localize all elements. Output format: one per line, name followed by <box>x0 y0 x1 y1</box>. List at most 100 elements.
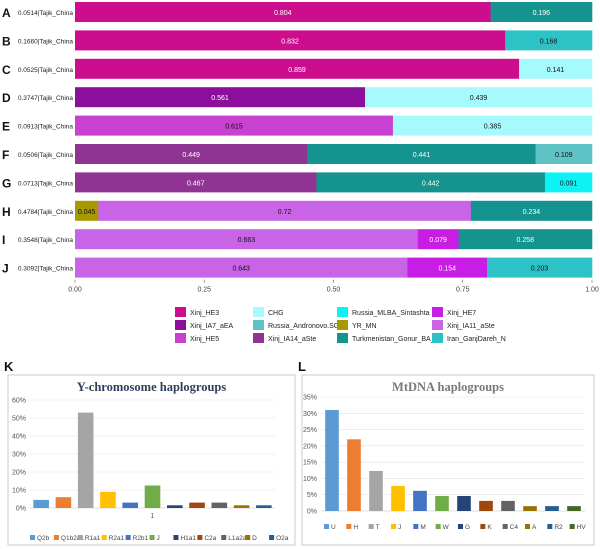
legend-label: K <box>487 524 492 531</box>
bar-segment-C-0 <box>75 58 520 79</box>
segment-label-F-0: 0.449 <box>182 152 200 159</box>
legend-swatch-Xinj_HE5 <box>175 333 186 343</box>
legend-swatch-CHG <box>253 307 264 317</box>
legend-label: H1a1 <box>180 535 196 542</box>
legend-label: Xinj_IA7_aEA <box>190 323 234 330</box>
y-tick-label: 15% <box>303 460 317 467</box>
bar-segment-B-0 <box>75 30 506 51</box>
bar-segment-E-0 <box>75 115 394 136</box>
row-label-D: 0.3747|Tajik_China <box>18 95 74 102</box>
legend-label: Xinj_HE7 <box>447 310 476 317</box>
admixture-legend: Xinj_HE3 CHG Russia_MLBA_Sintashta Xinj_HE7… <box>175 307 506 343</box>
legend-label: Russia_Andronovo.SG <box>268 323 339 330</box>
legend-label: Xinj_IA14_aSte <box>268 336 316 343</box>
legend-label: R2a1 <box>109 535 125 542</box>
bar-segment-G-1 <box>316 172 546 193</box>
legend-label: Q2b <box>37 535 50 542</box>
segment-label-H-0: 0.045 <box>78 209 96 216</box>
bar-segment-G-2 <box>544 172 593 193</box>
legend-swatch-G <box>458 524 463 529</box>
legend-swatch-T <box>368 524 374 529</box>
y-tick-label: 30% <box>12 452 26 459</box>
segment-label-E-0: 0.615 <box>225 124 243 131</box>
segment-label-J-1: 0.154 <box>438 266 456 273</box>
bar-G <box>457 496 471 511</box>
legend-label: M <box>420 524 425 531</box>
y-tick-label: 40% <box>12 434 26 441</box>
bar-O2a <box>256 505 272 508</box>
legend-label: Xinj_IA11_aSte <box>447 323 495 330</box>
legend-label: YR_MN <box>352 323 377 330</box>
legend-label: R2b1 <box>133 535 149 542</box>
chart-title: Y-chromosome haplogroups <box>77 380 227 394</box>
row-label-E: 0.0913|Tajik_China <box>18 124 74 131</box>
legend-swatch-Xinj_IA7_aEA <box>175 320 186 330</box>
row-letter-E: E <box>2 120 10 134</box>
bar-K <box>479 500 493 511</box>
segment-label-D-1: 0.439 <box>470 95 488 102</box>
legend-swatch-C2a <box>197 535 203 540</box>
legend-label: Turkmenistan_Gonur_BA_2 <box>352 336 439 343</box>
mtdna-bar-chart: L MtDNA haplogroups 0% 5% 10% 15% 20% 25% 30% 35%… <box>298 359 595 546</box>
bar-segment-H-0 <box>75 200 99 221</box>
bar-segment-B-1 <box>505 30 593 51</box>
row-label-F: 0.0506|Tajik_China <box>18 152 74 159</box>
bar-segment-I-1 <box>417 229 459 250</box>
row-label-G: 0.0713|Tajik_China <box>18 180 74 187</box>
segment-label-G-1: 0.442 <box>422 180 440 187</box>
bar-R2 <box>545 506 559 511</box>
legend-label: J <box>398 524 401 531</box>
bar-C4 <box>501 500 515 511</box>
bar-J <box>391 485 405 511</box>
legend-swatch-Xinj_HE7 <box>432 307 443 317</box>
admixture-stacked-bar-chart: A 0.0514|Tajik_China 0.804 0.196 B 0.1660|Taj… <box>2 2 599 294</box>
legend-swatch-Xinj_IA14_aSte <box>253 333 264 343</box>
row-letter-H: H <box>2 205 11 219</box>
legend-swatch-HV <box>569 524 575 529</box>
legend-swatch-O2a <box>269 535 275 540</box>
row-letter-B: B <box>2 34 11 48</box>
bar-segment-H-2 <box>470 200 593 221</box>
y-tick-label: 30% <box>303 411 317 418</box>
legend-swatch-R2b1 <box>125 535 131 540</box>
x-tick-label: 1 <box>151 513 155 520</box>
row-label-B: 0.1660|Tajik_China <box>18 38 74 45</box>
segment-label-A-0: 0.804 <box>274 10 292 17</box>
row-label-C: 0.0525|Tajik_China <box>18 67 74 74</box>
y-tick-label: 20% <box>303 443 317 450</box>
legend-swatch-L1a2a <box>221 535 227 540</box>
bar-segment-C-1 <box>519 58 593 79</box>
legend-swatch-U <box>324 524 329 529</box>
segment-label-B-1: 0.168 <box>540 38 558 45</box>
y-tick-label: 0% <box>307 509 317 516</box>
bar-H <box>347 439 361 511</box>
legend-swatch-R1a1 <box>77 535 83 540</box>
bar-C2a <box>189 502 205 508</box>
segment-label-J-2: 0.203 <box>531 266 549 273</box>
legend-label: G <box>465 524 470 531</box>
bar-T <box>369 470 383 511</box>
bar-segment-J-1 <box>407 257 488 278</box>
bar-R2b1 <box>122 502 139 508</box>
row-letter-A: A <box>2 6 11 20</box>
legend-swatch-K <box>480 524 486 529</box>
x-tick-label: 1.00 <box>585 287 599 294</box>
segment-label-H-2: 0.234 <box>523 209 541 216</box>
legend-label: A <box>532 524 537 531</box>
bar-segment-I-2 <box>458 229 593 250</box>
row-letter-J: J <box>2 262 9 276</box>
legend-label: D <box>252 535 257 542</box>
row-label-I: 0.3548|Tajik_China <box>18 237 74 244</box>
y-tick-label: 25% <box>303 427 317 434</box>
legend-label: Q1b2a1 <box>61 535 85 542</box>
x-tick-label: 0.50 <box>327 287 341 294</box>
segment-label-D-0: 0.561 <box>211 95 229 102</box>
segment-label-I-0: 0.663 <box>238 237 256 244</box>
bar-H1a1 <box>166 505 183 508</box>
segment-label-E-1: 0.385 <box>484 124 502 131</box>
legend-swatch-R2a1 <box>101 535 107 540</box>
chart-title: MtDNA haplogroups <box>392 380 504 394</box>
legend-swatch-Q1b2a1 <box>53 535 59 540</box>
segment-label-F-2: 0.109 <box>555 152 573 159</box>
